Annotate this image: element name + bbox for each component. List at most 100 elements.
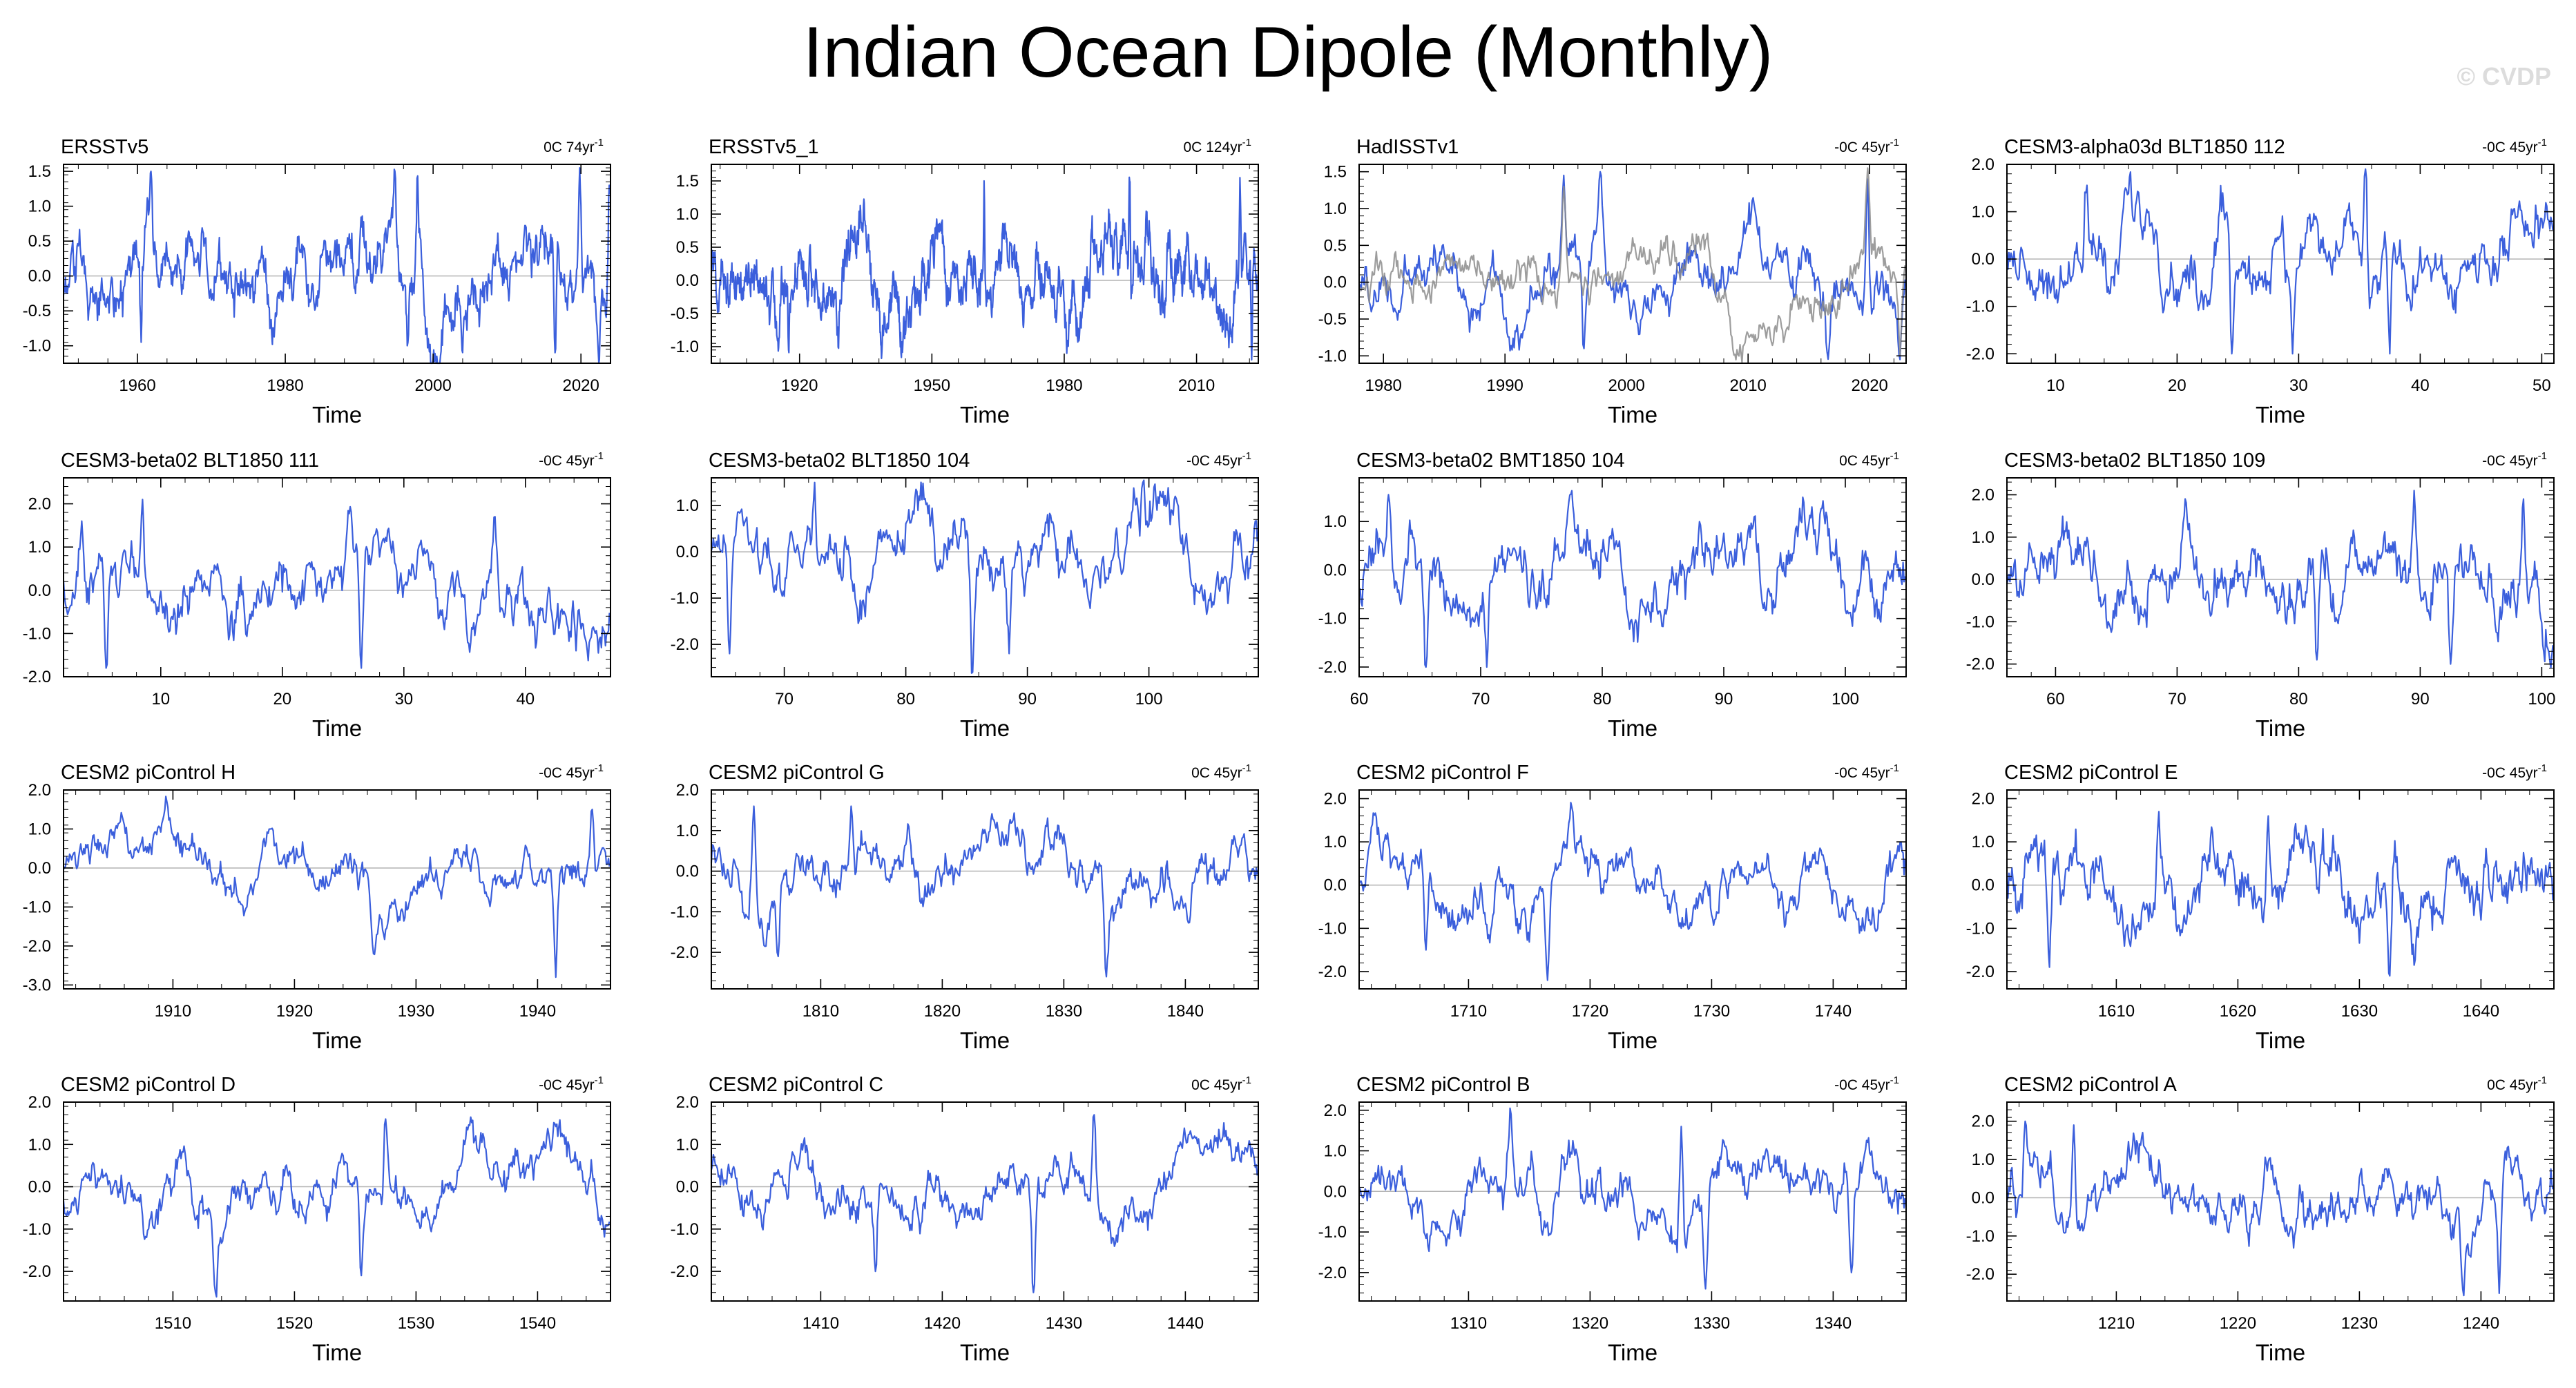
ytick-label: 0.0 bbox=[1972, 250, 1995, 269]
xtick-label: 1420 bbox=[924, 1314, 961, 1333]
xtick-label: 1330 bbox=[1693, 1314, 1730, 1333]
xtick-label: 1960 bbox=[119, 376, 155, 395]
xtick-label: 70 bbox=[2168, 690, 2186, 709]
xtick-label: 2010 bbox=[1178, 376, 1215, 395]
panel-cesm2-picontrol-h: CESM2 piControl H -0C 45yr-1 -3.0 -2.0 -1.0 0… bbox=[23, 762, 611, 1053]
trend-exponent: -1 bbox=[1890, 137, 1899, 148]
trend-exponent: -1 bbox=[595, 450, 604, 462]
trend-exponent: -1 bbox=[1890, 762, 1899, 774]
panel-title: CESM3-beta02 BMT1850 104 bbox=[1356, 450, 1625, 472]
ytick-label: 0.0 bbox=[1972, 876, 1995, 895]
ytick-label: 0.0 bbox=[1324, 273, 1347, 292]
series-line-cesm2-picontrol-h bbox=[63, 796, 611, 979]
xtick-label: 1910 bbox=[155, 1002, 191, 1021]
panel-cesm2-picontrol-f: CESM2 piControl F -0C 45yr-1 -2.0 -1.0 0.0 1.… bbox=[1318, 762, 1907, 1053]
ytick-label: -1.0 bbox=[671, 589, 699, 608]
trend-label: -0C 45yr-1 bbox=[2482, 762, 2547, 781]
xtick-label: 1410 bbox=[802, 1314, 839, 1333]
ytick-label: 1.5 bbox=[1324, 163, 1347, 182]
ytick-label: 1.0 bbox=[676, 205, 699, 224]
series-line-cesm3-beta02-blt1850-104 bbox=[710, 479, 1258, 674]
trend-exponent: -1 bbox=[1242, 762, 1251, 774]
ytick-label: -2.0 bbox=[23, 937, 51, 956]
series-line-cesm3-alpha03d-blt1850-112 bbox=[2006, 168, 2554, 355]
trend-label: -0C 45yr-1 bbox=[539, 1074, 604, 1093]
xtick-label: 20 bbox=[273, 690, 291, 709]
plot-frame bbox=[2006, 789, 2555, 990]
xtick-label: 90 bbox=[1715, 690, 1733, 709]
ytick-label: 0.0 bbox=[28, 859, 51, 878]
xtick-label: 50 bbox=[2532, 376, 2551, 395]
cvdp-watermark: © CVDP bbox=[2457, 62, 2551, 90]
ytick-label: 0.0 bbox=[676, 1178, 699, 1197]
ytick-label: 2.0 bbox=[676, 781, 699, 800]
ytick-label: 2.0 bbox=[28, 495, 51, 514]
series-line-obs-overlay bbox=[1358, 167, 1906, 363]
xtick-label: 70 bbox=[1472, 690, 1490, 709]
panel-cesm2-picontrol-e: CESM2 piControl E -0C 45yr-1 -2.0 -1.0 0.0 1.… bbox=[1966, 762, 2555, 1053]
panel-title: CESM2 piControl H bbox=[61, 762, 236, 784]
series-line-cesm3-beta02-bmt1850-104 bbox=[1358, 490, 1906, 668]
ytick-label: -2.0 bbox=[23, 1262, 51, 1281]
trend-exponent: -1 bbox=[2538, 762, 2547, 774]
xtick-label: 1340 bbox=[1815, 1314, 1852, 1333]
panel-cesm3-beta02-blt1850-109: CESM3-beta02 BLT1850 109 -0C 45yr-1 -2.0 -1… bbox=[1966, 450, 2556, 741]
series-line-cesm3-beta02-blt1850-111 bbox=[62, 499, 611, 669]
x-axis-label: Time bbox=[1608, 1340, 1657, 1365]
panel-cesm3-beta02-blt1850-111: CESM3-beta02 BLT1850 111 -0C 45yr-1 -2.0 -1… bbox=[23, 450, 611, 741]
panel-ersstv5-1: ERSSTv5_1 0C 124yr-1 -1.0 -0.5 0.0 0.5 1.0 1.5 1… bbox=[671, 136, 1259, 427]
ytick-label: 1.0 bbox=[1324, 1142, 1347, 1161]
series-line-cesm2-picontrol-d bbox=[62, 1116, 611, 1298]
xtick-label: 40 bbox=[2411, 376, 2430, 395]
ytick-label: 1.0 bbox=[1972, 833, 1995, 851]
series-line-cesm2-picontrol-a bbox=[2006, 1120, 2554, 1297]
ytick-label: 0.0 bbox=[676, 862, 699, 881]
xtick-label: 30 bbox=[394, 690, 413, 709]
xtick-label: 2000 bbox=[414, 376, 451, 395]
ytick-label: 0.5 bbox=[1324, 236, 1347, 255]
panel-title: CESM3-beta02 BLT1850 104 bbox=[709, 450, 970, 472]
xtick-label: 1710 bbox=[1450, 1002, 1487, 1021]
trend-exponent: -1 bbox=[1890, 450, 1899, 462]
ytick-label: -1.0 bbox=[1966, 1227, 1995, 1246]
trend-label: 0C 45yr-1 bbox=[1191, 762, 1251, 781]
xtick-label: 1920 bbox=[781, 376, 818, 395]
xtick-label: 1810 bbox=[802, 1002, 839, 1021]
x-axis-label: Time bbox=[312, 715, 362, 741]
xtick-label: 2010 bbox=[1730, 376, 1767, 395]
xtick-label: 1520 bbox=[276, 1314, 313, 1333]
plot-frame bbox=[711, 477, 1259, 677]
ytick-label: -1.0 bbox=[1318, 610, 1347, 628]
x-axis-label: Time bbox=[960, 1028, 1010, 1053]
xtick-label: 30 bbox=[2289, 376, 2308, 395]
xtick-label: 90 bbox=[2411, 690, 2430, 709]
trend-label: 0C 45yr-1 bbox=[2487, 1074, 2547, 1093]
x-axis-label: Time bbox=[960, 402, 1010, 427]
x-axis-label: Time bbox=[1608, 1028, 1657, 1053]
xtick-label: 1730 bbox=[1693, 1002, 1730, 1021]
trend-label: -0C 45yr-1 bbox=[539, 762, 604, 781]
ytick-label: -2.0 bbox=[1318, 963, 1347, 981]
ytick-label: 2.0 bbox=[1324, 1101, 1347, 1120]
ytick-label: 0.0 bbox=[28, 267, 51, 286]
trend-exponent: -1 bbox=[2538, 137, 2547, 148]
series-line-ersstv5 bbox=[62, 167, 611, 365]
panel-cesm2-picontrol-g: CESM2 piControl G 0C 45yr-1 -2.0 -1.0 0.0 1.0… bbox=[671, 762, 1259, 1053]
ytick-label: 0.0 bbox=[676, 271, 699, 290]
panel-title: CESM3-beta02 BLT1850 111 bbox=[61, 450, 319, 472]
trend-exponent: -1 bbox=[1242, 450, 1251, 462]
plot-frame bbox=[711, 1101, 1259, 1302]
ytick-label: -2.0 bbox=[1966, 1265, 1995, 1284]
plot-frame bbox=[63, 477, 611, 677]
x-axis-label: Time bbox=[1608, 715, 1657, 741]
ytick-label: -1.0 bbox=[1318, 1223, 1347, 1242]
ytick-label: 0.0 bbox=[28, 581, 51, 600]
ytick-label: -1.0 bbox=[1966, 298, 1995, 316]
ytick-label: 1.0 bbox=[676, 822, 699, 840]
ytick-label: -2.0 bbox=[23, 668, 51, 686]
xtick-label: 1980 bbox=[267, 376, 303, 395]
xtick-label: 1630 bbox=[2341, 1002, 2378, 1021]
panel-title: CESM2 piControl E bbox=[2004, 762, 2178, 784]
xtick-label: 10 bbox=[151, 690, 170, 709]
xtick-label: 1640 bbox=[2463, 1002, 2499, 1021]
